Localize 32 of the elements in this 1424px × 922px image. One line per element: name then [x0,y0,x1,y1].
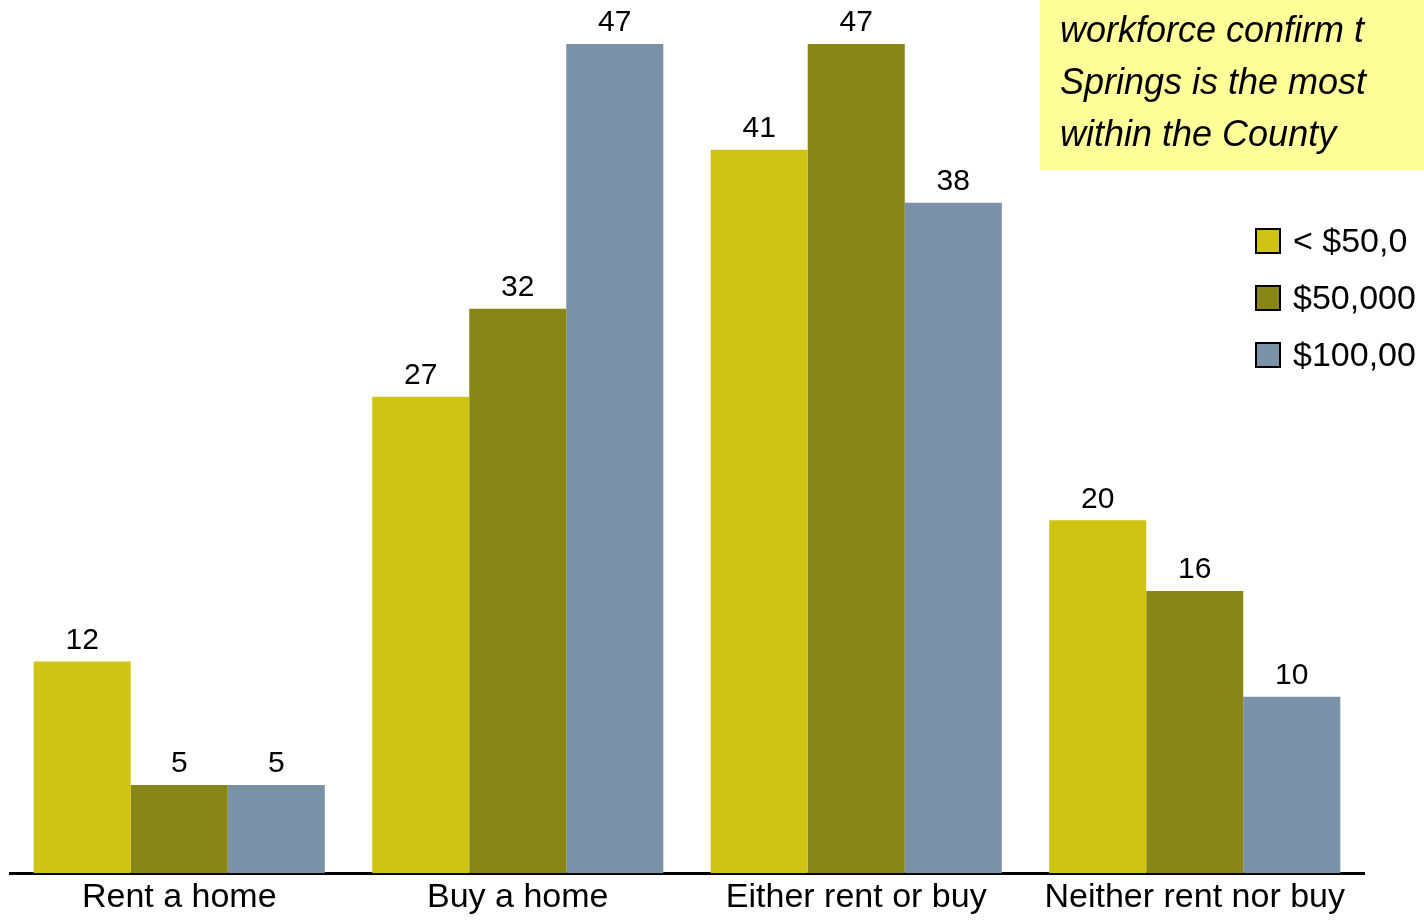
legend-label: $50,000 [1293,278,1416,317]
data-label: 16 [1178,551,1212,585]
bar [807,44,905,874]
x-tick-label: Buy a home [427,875,609,914]
data-label: 38 [936,163,970,197]
data-label: 10 [1275,657,1309,691]
bar [1243,696,1341,874]
bar [566,44,664,874]
bar [710,149,808,874]
bar [372,396,470,874]
data-label: 32 [501,268,535,302]
x-tick-label: Rent a home [81,875,277,914]
legend-label: < $50,0 [1293,221,1408,260]
bar [227,784,325,874]
x-tick-label: Either rent or buy [725,875,987,914]
bar [1049,520,1147,874]
bar [130,784,228,874]
x-tick-label: Neither rent nor buy [1044,875,1345,914]
data-label: 5 [267,745,285,779]
data-label: 41 [742,110,776,144]
data-label: 5 [170,745,188,779]
bar [1146,590,1244,874]
bar [469,308,567,874]
data-label: 12 [65,621,99,655]
data-label: 27 [404,357,438,391]
bar [33,661,131,874]
bar [904,202,1002,874]
annotation: workforce confirm t Springs is the most within the County [1040,0,1424,170]
legend-label: $100,00 [1293,335,1416,374]
data-label: 47 [598,4,632,38]
data-label: 20 [1081,480,1115,514]
data-label: 47 [839,4,873,38]
